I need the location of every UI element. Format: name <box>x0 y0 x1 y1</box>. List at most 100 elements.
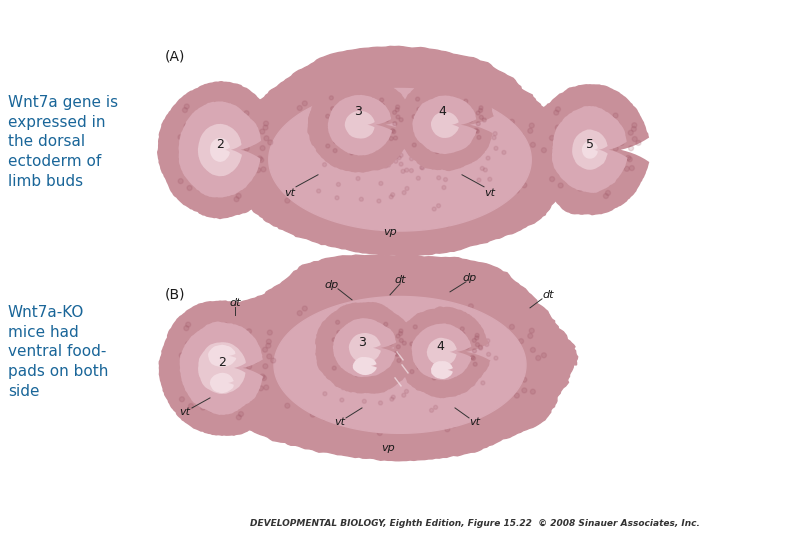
Circle shape <box>440 119 444 123</box>
Circle shape <box>590 157 595 162</box>
Text: dp: dp <box>325 280 339 290</box>
Circle shape <box>381 366 385 370</box>
Circle shape <box>477 332 482 337</box>
Circle shape <box>365 158 369 161</box>
Circle shape <box>404 115 408 119</box>
Circle shape <box>332 380 337 385</box>
Circle shape <box>266 339 271 344</box>
Circle shape <box>465 345 469 349</box>
Circle shape <box>586 148 590 154</box>
Circle shape <box>368 122 373 126</box>
Circle shape <box>518 133 523 139</box>
Circle shape <box>516 376 521 381</box>
Circle shape <box>600 134 605 139</box>
Polygon shape <box>552 106 628 193</box>
Circle shape <box>421 325 426 330</box>
Text: dp: dp <box>463 273 477 283</box>
Circle shape <box>428 369 433 373</box>
Circle shape <box>367 353 371 357</box>
Circle shape <box>411 353 416 357</box>
Circle shape <box>362 344 366 348</box>
Circle shape <box>404 373 408 376</box>
Circle shape <box>603 153 608 159</box>
Circle shape <box>340 398 344 402</box>
Circle shape <box>297 310 302 316</box>
Circle shape <box>329 114 333 119</box>
Circle shape <box>475 130 480 133</box>
Circle shape <box>479 345 483 349</box>
Circle shape <box>407 148 410 152</box>
Circle shape <box>379 134 384 139</box>
Circle shape <box>293 369 298 374</box>
Text: vt: vt <box>470 417 480 427</box>
Circle shape <box>550 177 555 181</box>
Circle shape <box>351 139 355 143</box>
Circle shape <box>486 196 491 201</box>
Circle shape <box>614 120 619 125</box>
Circle shape <box>368 326 373 330</box>
Circle shape <box>359 349 363 353</box>
Polygon shape <box>239 46 578 255</box>
Circle shape <box>625 166 629 171</box>
Circle shape <box>416 176 420 180</box>
Circle shape <box>460 356 464 360</box>
Circle shape <box>450 336 454 341</box>
Circle shape <box>271 358 275 363</box>
Circle shape <box>439 109 443 113</box>
Circle shape <box>578 186 582 191</box>
Circle shape <box>464 104 468 108</box>
Circle shape <box>387 203 392 208</box>
Text: vt: vt <box>335 417 346 427</box>
Circle shape <box>335 162 339 167</box>
Circle shape <box>356 327 360 331</box>
Circle shape <box>378 337 382 341</box>
Circle shape <box>391 145 397 150</box>
Circle shape <box>178 179 183 184</box>
Circle shape <box>256 167 261 173</box>
Circle shape <box>353 102 357 105</box>
Circle shape <box>492 136 496 140</box>
Circle shape <box>380 98 384 102</box>
Circle shape <box>432 343 436 347</box>
Circle shape <box>395 360 399 364</box>
Circle shape <box>578 170 583 174</box>
Circle shape <box>429 408 433 413</box>
Circle shape <box>221 399 227 403</box>
Circle shape <box>216 401 221 406</box>
Circle shape <box>397 361 401 365</box>
Circle shape <box>394 148 398 153</box>
Circle shape <box>406 102 411 106</box>
Circle shape <box>596 165 601 170</box>
Circle shape <box>258 386 263 391</box>
Circle shape <box>360 143 364 146</box>
Circle shape <box>365 119 369 123</box>
Circle shape <box>403 406 408 410</box>
Circle shape <box>331 326 335 330</box>
Text: 2: 2 <box>218 356 226 369</box>
Circle shape <box>432 196 437 201</box>
Circle shape <box>416 152 420 156</box>
Circle shape <box>429 346 433 349</box>
Circle shape <box>541 353 547 358</box>
Circle shape <box>484 168 488 172</box>
Circle shape <box>362 118 365 122</box>
Circle shape <box>588 151 593 156</box>
Circle shape <box>362 161 367 166</box>
Circle shape <box>302 101 307 106</box>
Text: vt: vt <box>484 188 496 198</box>
Circle shape <box>438 351 442 355</box>
Circle shape <box>233 360 239 365</box>
Circle shape <box>493 383 498 388</box>
Circle shape <box>236 372 241 377</box>
Circle shape <box>212 126 218 131</box>
Circle shape <box>627 157 633 162</box>
Circle shape <box>236 360 241 365</box>
Polygon shape <box>345 111 375 139</box>
Circle shape <box>219 159 224 164</box>
Circle shape <box>390 150 395 154</box>
Circle shape <box>423 366 426 370</box>
Circle shape <box>188 172 193 177</box>
Circle shape <box>233 154 238 159</box>
Circle shape <box>394 358 399 362</box>
Circle shape <box>402 377 407 382</box>
